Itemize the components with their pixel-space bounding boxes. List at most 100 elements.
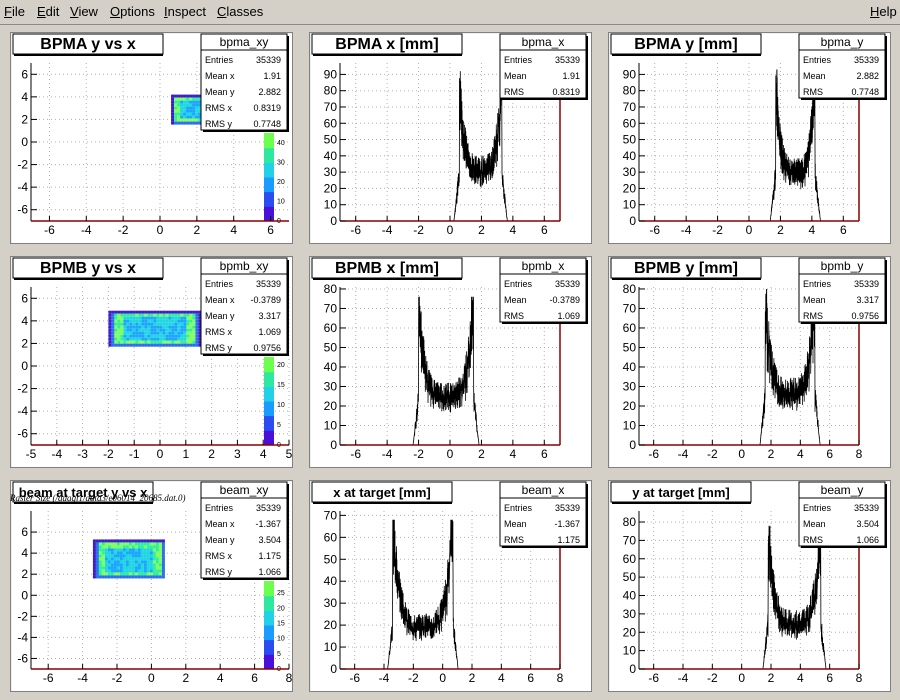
y-tick-label: 10 [324, 640, 338, 654]
heatmap-cell [128, 566, 132, 570]
pad-bpmb_y[interactable]: -6 -4 -2 0 2 4 6 8 0 10 20 30 40 50 60 70 80 BPMB y [mm] b… [608, 256, 891, 468]
x-tick-label: 4 [797, 671, 804, 685]
pad-bpma_y[interactable]: -6 -4 -2 0 2 4 6 0 10 20 30 40 50 60 70 80 90 BPMA y [mm]… [608, 32, 891, 244]
y-tick-label: 2 [21, 336, 28, 350]
y-tick-label: 40 [623, 149, 637, 163]
heatmap-cell [152, 572, 156, 576]
heatmap-cell [150, 310, 154, 314]
menu-options[interactable]: Options [110, 4, 155, 19]
pad-bpmb_x[interactable]: -6 -4 -2 0 2 4 6 0 10 20 30 40 50 60 70 80 BPMB x [mm] bp… [309, 256, 592, 468]
heatmap-cell [119, 542, 123, 546]
x-tick-label: 4 [809, 223, 816, 237]
heatmap-cell [122, 566, 126, 570]
heatmap-cell [183, 334, 187, 338]
heatmap-cell [110, 557, 114, 561]
pad-bpma_x[interactable]: -6 -4 -2 0 2 4 6 0 10 20 30 40 50 60 70 80 90 BPMA x [mm]… [309, 32, 592, 244]
heatmap-cell [95, 572, 99, 576]
heatmap-cell [168, 334, 172, 338]
heatmap-cell [146, 539, 150, 543]
heatmap-cell [177, 310, 181, 314]
heatmap-cell [183, 331, 187, 335]
heatmap-cell [161, 569, 165, 573]
heatmap-cell [183, 106, 187, 110]
menu-file[interactable]: File [4, 4, 25, 19]
stats-value: 1.91 [263, 71, 281, 81]
heatmap-cell [113, 551, 117, 555]
menu-edit[interactable]: Edit [37, 4, 60, 19]
x-tick-label: -6 [350, 223, 361, 237]
heatmap-cell [189, 322, 193, 326]
heatmap-cell [110, 542, 114, 546]
heatmap-cell [120, 334, 124, 338]
pad-beam_y[interactable]: -6 -4 -2 0 2 4 6 8 0 10 20 30 40 50 60 70 80 y at target … [608, 480, 891, 692]
chart-title: BPMA y [mm] [634, 36, 737, 53]
heatmap-cell [95, 557, 99, 561]
heatmap-cell [111, 343, 115, 347]
heatmap-cell [141, 310, 145, 314]
heatmap-cell [158, 566, 162, 570]
stats-name: bpma_x [522, 35, 565, 49]
heatmap-cell [161, 575, 165, 579]
x-tick-label: 2 [478, 447, 485, 461]
heatmap-cell [186, 337, 190, 341]
heatmap-cell [198, 310, 202, 314]
heatmap-cell [146, 566, 150, 570]
y-tick-label: 90 [623, 67, 637, 81]
heatmap-cell [98, 560, 102, 564]
y-tick-label: 30 [324, 165, 338, 179]
pad-beam_x[interactable]: -6 -4 -2 0 2 4 6 8 0 10 20 30 40 50 60 70 x at target [m… [309, 480, 592, 692]
heatmap-cell [174, 328, 178, 332]
heatmap-cell [198, 340, 202, 344]
stats-value: 2.882 [258, 87, 281, 97]
heatmap-cell [113, 548, 117, 552]
x-tick-label: 0 [738, 671, 745, 685]
heatmap-cell [159, 316, 163, 320]
y-tick-label: 4 [21, 546, 28, 560]
y-tick-label: 0 [629, 662, 636, 676]
y-tick-label: 20 [324, 181, 338, 195]
heatmap-cell [171, 316, 175, 320]
heatmap-cell [107, 551, 111, 555]
heatmap-cell [177, 106, 181, 110]
heatmap-cell [150, 340, 154, 344]
stats-value: 1.069 [557, 311, 580, 321]
menu-inspect[interactable]: Inspect [164, 4, 206, 19]
heatmap-cell [116, 539, 120, 543]
heatmap-cell [195, 340, 199, 344]
heatmap-cell [129, 313, 133, 317]
menu-view[interactable]: View [70, 4, 98, 19]
heatmap-cell [168, 340, 172, 344]
menu-help[interactable]: Help [870, 4, 897, 19]
heatmap-cell [171, 121, 175, 125]
heatmap-cell [165, 340, 169, 344]
heatmap-cell [183, 100, 187, 104]
x-tick-label: 0 [746, 223, 753, 237]
palette-segment [264, 639, 274, 655]
heatmap-cell [162, 319, 166, 323]
stats-label: Mean y [205, 311, 235, 321]
heatmap-cell [101, 563, 105, 567]
heatmap-cell [189, 331, 193, 335]
x-tick-label: -3 [77, 447, 88, 461]
x-tick-label: -2 [712, 223, 723, 237]
palette-tick-label: 15 [277, 620, 285, 627]
heatmap-cell [125, 560, 129, 564]
heatmap-cell [195, 121, 199, 125]
heatmap-cell [147, 331, 151, 335]
palette-segment [264, 430, 274, 446]
heatmap-cell [120, 337, 124, 341]
menu-classes[interactable]: Classes [217, 4, 264, 19]
palette-segment [264, 610, 274, 626]
palette-segment [264, 401, 274, 417]
heatmap-cell [129, 343, 133, 347]
heatmap-cell [155, 569, 159, 573]
heatmap-cell [120, 319, 124, 323]
heatmap-cell [195, 328, 199, 332]
heatmap-cell [123, 316, 127, 320]
y-tick-label: 50 [324, 552, 338, 566]
heatmap-cell [113, 563, 117, 567]
